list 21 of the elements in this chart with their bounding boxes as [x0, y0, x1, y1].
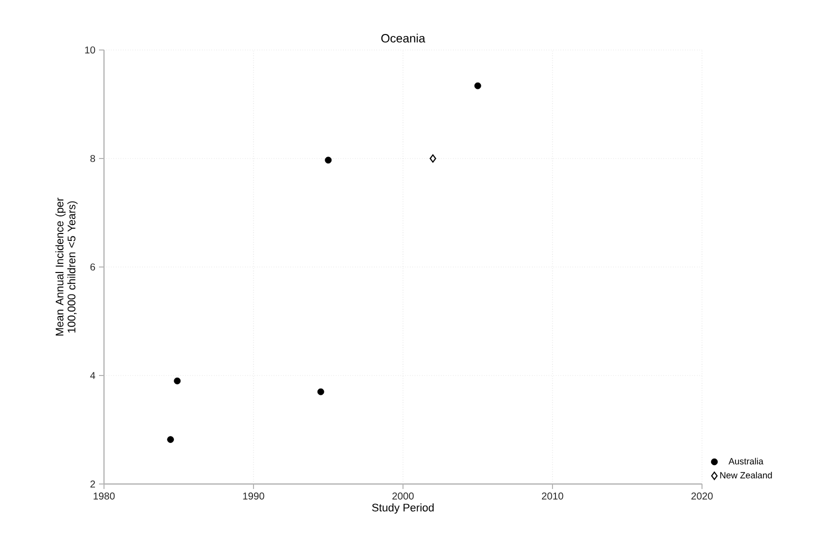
y-tick-label: 8 [90, 154, 96, 162]
y-tick-label: 6 [90, 263, 96, 271]
point [324, 156, 332, 164]
legend-label: Australia [728, 458, 764, 464]
y-axis-title: Mean Annual Incidence (per 100,000 children <5 Years) [55, 198, 78, 336]
x-tick-label: 1990 [243, 492, 264, 500]
chart-title: Oceania [381, 34, 426, 42]
x-tick-label: 2010 [542, 492, 564, 500]
point [174, 378, 181, 384]
point [167, 436, 174, 443]
y-tick-label: 2 [90, 480, 95, 488]
point [317, 388, 324, 396]
legend-label: New Zealand [720, 472, 772, 478]
x-tick-label: 2020 [691, 492, 713, 500]
x-tick-label: 1980 [94, 492, 115, 500]
y-tick-label: 4 [90, 372, 96, 379]
x-tick-label: 2000 [392, 492, 414, 500]
point [474, 82, 482, 90]
y-tick-label: 10 [85, 46, 96, 54]
x-axis-title: Study Period [372, 503, 434, 514]
point [430, 154, 436, 163]
